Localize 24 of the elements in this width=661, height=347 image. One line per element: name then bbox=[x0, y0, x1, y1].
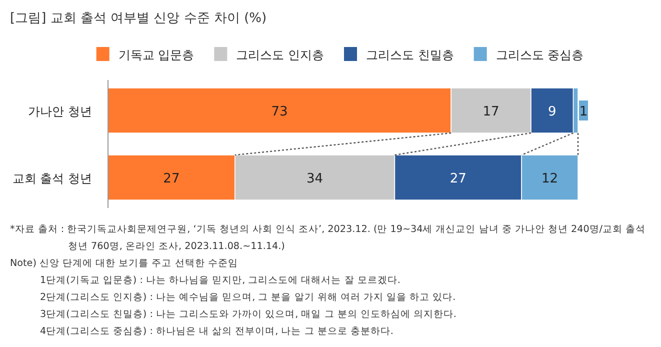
text: Note) 신앙 단계에 대한 보기를 주고 선택한 수준임 bbox=[10, 258, 238, 269]
legend-label: 그리스도 친밀층 bbox=[366, 48, 454, 62]
legend-item: 그리스도 중심층 bbox=[474, 47, 584, 62]
y-tick-label: 가나안 청년 bbox=[28, 104, 92, 118]
text: *자료 출처 : 한국기독교사회문제연구원, ‘기독 청년의 사회 인식 조사’, 2023.12. (만 19~34세 개신교인 남녀 중 가나안 청년 240명/교회 출석 청년 760명, 온라인 조사, 2023.11.08.~11.14.) bbox=[10, 224, 646, 252]
text: 1단계(기독교 입문층) : 나는 하나님을 믿지만, 그리스도에 대해서는 잘 모르겠다. bbox=[40, 275, 400, 286]
legend-item: 그리스도 친밀층 bbox=[344, 47, 454, 62]
text: 3단계(그리스도 친밀층) : 나는 그리스도와 가까이 있으며, 매일 그 분의 인도하심에 의지한다. bbox=[40, 309, 456, 320]
data-label: 34 bbox=[306, 172, 324, 186]
text: 4단계(그리스도 중심층) : 하나님은 내 삶의 전부이며, 나는 그 분으로 충분하다. bbox=[40, 326, 394, 337]
legend-label: 그리스도 중심층 bbox=[496, 48, 584, 62]
text: 2단계(그리스도 인지층) : 나는 예수님을 믿으며, 그 분을 알기 위해 여러 가지 일을 하고 있다. bbox=[40, 292, 456, 303]
legend-label: 그리스도 인지층 bbox=[236, 48, 324, 62]
data-label: 12 bbox=[542, 172, 558, 186]
chart-title: [그림] 교회 출석 여부별 신앙 수준 차이 (%) bbox=[10, 11, 267, 26]
data-label: 27 bbox=[450, 172, 466, 186]
data-label: 9 bbox=[548, 104, 556, 120]
y-tick-label: 교회 출석 청년 bbox=[12, 172, 92, 186]
data-label: 27 bbox=[163, 172, 180, 186]
data-label: 73 bbox=[271, 104, 288, 120]
data-label: 1 bbox=[579, 104, 588, 120]
data-label: 17 bbox=[482, 104, 500, 120]
legend-item: 기독교 입문층 bbox=[96, 47, 194, 62]
legend-item: 그리스도 인지층 bbox=[214, 47, 324, 62]
